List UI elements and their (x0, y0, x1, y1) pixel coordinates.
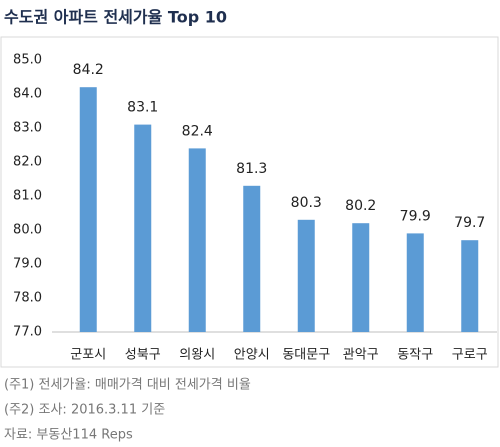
y-tick-label: 82.0 (13, 155, 42, 170)
value-label: 80.3 (291, 195, 322, 211)
x-tick-label: 성북구 (125, 348, 161, 363)
bar (352, 223, 370, 332)
value-label: 79.7 (454, 215, 485, 231)
x-tick-label: 관악구 (343, 348, 379, 363)
y-tick-label: 80.0 (13, 223, 42, 238)
value-label: 81.3 (236, 161, 267, 177)
y-tick-label: 78.0 (13, 291, 42, 306)
bar (461, 240, 479, 332)
x-tick-label: 군포시 (70, 348, 106, 363)
chart-title: 수도권 아파트 전세가율 Top 10 (4, 8, 227, 27)
x-tick-label: 구로구 (452, 348, 488, 363)
bar (79, 87, 97, 332)
footnote: (주1) 전세가율: 매매가격 대비 전세가격 비율 (4, 378, 251, 393)
x-tick-label: 동작구 (397, 348, 433, 363)
y-tick-label: 77.0 (13, 325, 42, 340)
chart-frame (0, 36, 499, 368)
bar (297, 219, 315, 332)
y-tick-label: 84.0 (13, 87, 42, 102)
value-label: 82.4 (182, 123, 213, 139)
y-tick-label: 81.0 (13, 189, 42, 204)
bar (406, 233, 424, 332)
x-tick-label: 의왕시 (179, 348, 215, 363)
footnote: (주2) 조사: 2016.3.11 기준 (4, 403, 165, 418)
footnote: 자료: 부동산114 Reps (4, 428, 133, 443)
bar (134, 124, 152, 332)
value-label: 79.9 (400, 208, 431, 224)
y-tick-label: 79.0 (13, 257, 42, 272)
value-label: 83.1 (127, 100, 158, 116)
x-tick-label: 안양시 (234, 348, 270, 363)
y-tick-label: 85.0 (13, 53, 42, 68)
y-tick-label: 83.0 (13, 121, 42, 136)
x-tick-label: 동대문구 (282, 348, 330, 363)
value-label: 84.2 (73, 62, 104, 78)
bar (188, 148, 206, 332)
value-label: 80.2 (345, 198, 376, 214)
bar (243, 185, 261, 332)
